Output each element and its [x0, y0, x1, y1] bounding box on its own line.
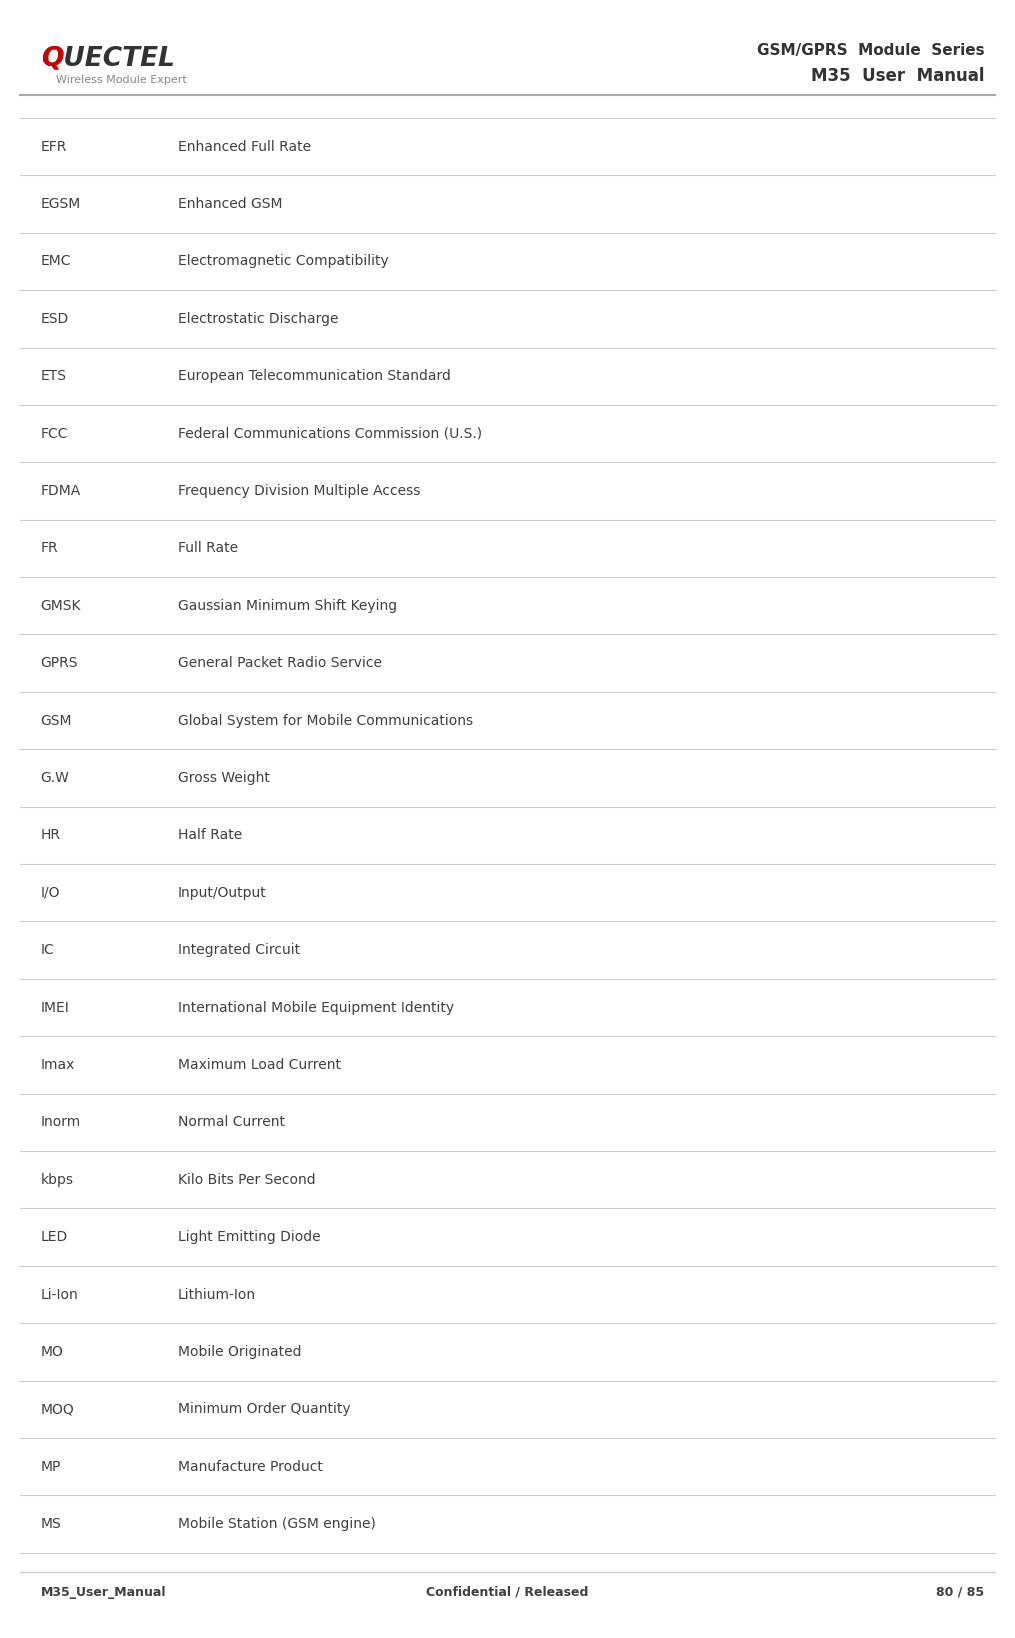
Text: ETS: ETS: [41, 369, 67, 383]
Text: Lithium-Ion: Lithium-Ion: [178, 1287, 256, 1302]
Text: European Telecommunication Standard: European Telecommunication Standard: [178, 369, 451, 383]
Text: Inorm: Inorm: [41, 1115, 81, 1129]
Text: Li-Ion: Li-Ion: [41, 1287, 78, 1302]
Text: Mobile Station (GSM engine): Mobile Station (GSM engine): [178, 1517, 376, 1532]
Text: LED: LED: [41, 1230, 68, 1245]
Text: MP: MP: [41, 1459, 61, 1474]
Text: GSM: GSM: [41, 714, 72, 727]
Text: I/O: I/O: [41, 886, 60, 899]
Text: GSM/GPRS  Module  Series: GSM/GPRS Module Series: [757, 43, 985, 57]
Text: Kilo Bits Per Second: Kilo Bits Per Second: [178, 1173, 316, 1188]
Text: Gross Weight: Gross Weight: [178, 771, 270, 785]
Text: Half Rate: Half Rate: [178, 829, 242, 842]
Text: Federal Communications Commission (U.S.): Federal Communications Commission (U.S.): [178, 426, 482, 441]
Text: MOQ: MOQ: [41, 1402, 74, 1417]
Text: EFR: EFR: [41, 139, 67, 154]
Text: Light Emitting Diode: Light Emitting Diode: [178, 1230, 321, 1245]
Text: 80 / 85: 80 / 85: [937, 1586, 985, 1599]
Text: M35  User  Manual: M35 User Manual: [811, 67, 985, 85]
Text: Minimum Order Quantity: Minimum Order Quantity: [178, 1402, 350, 1417]
Text: IC: IC: [41, 943, 55, 957]
Text: Imax: Imax: [41, 1058, 75, 1071]
Text: Gaussian Minimum Shift Keying: Gaussian Minimum Shift Keying: [178, 600, 397, 613]
Text: ESD: ESD: [41, 311, 69, 326]
Text: kbps: kbps: [41, 1173, 74, 1188]
Text: HR: HR: [41, 829, 61, 842]
Text: Manufacture Product: Manufacture Product: [178, 1459, 323, 1474]
Text: FDMA: FDMA: [41, 483, 81, 498]
Text: Maximum Load Current: Maximum Load Current: [178, 1058, 341, 1071]
Text: FCC: FCC: [41, 426, 68, 441]
Text: International Mobile Equipment Identity: International Mobile Equipment Identity: [178, 1001, 454, 1014]
Text: Wireless Module Expert: Wireless Module Expert: [56, 75, 187, 85]
Text: MO: MO: [41, 1345, 64, 1360]
Text: M35_User_Manual: M35_User_Manual: [41, 1586, 166, 1599]
Text: FR: FR: [41, 542, 58, 555]
Text: Frequency Division Multiple Access: Frequency Division Multiple Access: [178, 483, 420, 498]
Text: QUECTEL: QUECTEL: [41, 46, 175, 72]
Text: General Packet Radio Service: General Packet Radio Service: [178, 657, 382, 670]
Text: Enhanced Full Rate: Enhanced Full Rate: [178, 139, 311, 154]
Text: Mobile Originated: Mobile Originated: [178, 1345, 301, 1360]
Text: Q: Q: [41, 46, 63, 72]
Text: G.W: G.W: [41, 771, 69, 785]
Text: Enhanced GSM: Enhanced GSM: [178, 197, 282, 211]
Text: GMSK: GMSK: [41, 600, 81, 613]
Text: Input/Output: Input/Output: [178, 886, 266, 899]
Text: EMC: EMC: [41, 254, 71, 269]
Text: Electrostatic Discharge: Electrostatic Discharge: [178, 311, 338, 326]
Text: GPRS: GPRS: [41, 657, 78, 670]
Text: Confidential / Released: Confidential / Released: [426, 1586, 589, 1599]
Text: EGSM: EGSM: [41, 197, 81, 211]
Text: MS: MS: [41, 1517, 61, 1532]
Text: Integrated Circuit: Integrated Circuit: [178, 943, 299, 957]
Text: Electromagnetic Compatibility: Electromagnetic Compatibility: [178, 254, 389, 269]
Text: Global System for Mobile Communications: Global System for Mobile Communications: [178, 714, 473, 727]
Text: Full Rate: Full Rate: [178, 542, 238, 555]
Text: IMEI: IMEI: [41, 1001, 69, 1014]
Text: Normal Current: Normal Current: [178, 1115, 284, 1129]
